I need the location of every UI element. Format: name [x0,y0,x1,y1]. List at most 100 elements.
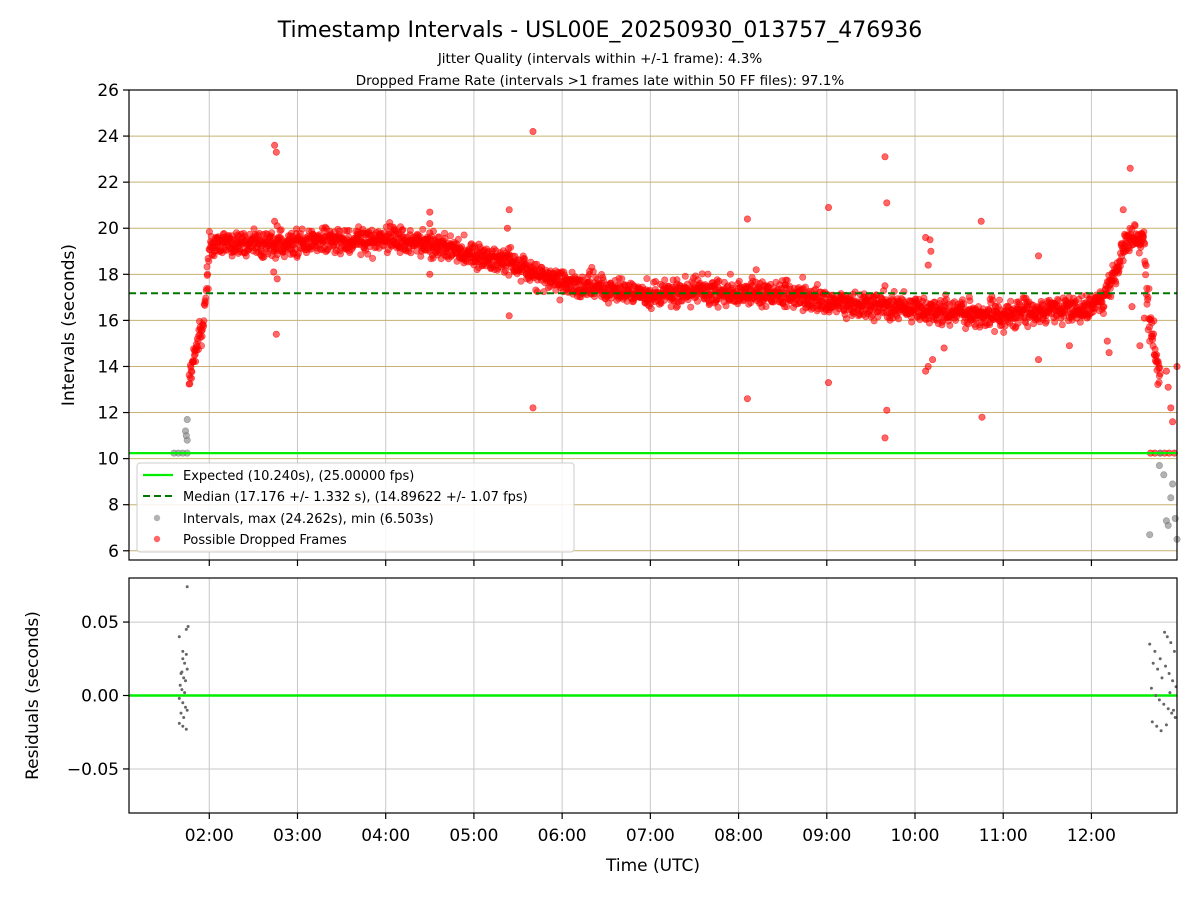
dropped-frame-point [978,413,986,421]
residual-point [1160,676,1164,680]
dropped-frame-point [1136,342,1144,350]
residual-point [185,667,189,671]
dropped-frame-point [991,327,999,335]
dropped-frame-point [505,206,513,214]
residual-point [184,727,188,731]
x-tick-label: 10:00 [891,826,940,846]
dropped-frame-point [1156,370,1164,378]
dropped-frame-point [460,231,468,239]
dropped-frame-point [204,270,212,278]
dropped-frame-point [1076,318,1084,326]
interval-point [1146,531,1154,539]
residual-point [1158,657,1162,661]
residual-point [181,724,185,728]
intervals-y-tick-label: 10 [97,450,119,470]
chart-subtitle-jitter: Jitter Quality (intervals within +/-1 fr… [437,51,763,67]
residual-point [1164,723,1168,727]
residual-point [180,688,184,692]
x-tick-label: 06:00 [538,826,587,846]
dropped-frame-point [1042,317,1050,325]
dropped-frame-point [205,257,213,265]
dropped-frame-point [345,227,353,235]
legend-swatch-dropped [153,535,161,543]
interval-point [1160,471,1168,479]
residual-point [1151,661,1155,665]
residual-point [1154,694,1158,697]
residual-point [1169,641,1173,645]
residual-point [183,661,187,665]
dropped-frame-point [250,225,258,233]
residual-point [184,627,188,631]
dropped-frame-point [1131,222,1139,230]
dropped-frame-point [801,283,809,291]
dropped-frame-point [507,243,515,251]
dropped-frame-point [273,275,281,283]
dropped-frame-point [1142,262,1150,270]
residual-point [180,670,184,674]
dropped-frame-point [454,235,462,243]
residual-point [185,585,189,589]
dropped-frame-point [419,225,427,233]
dropped-frame-point [842,315,850,323]
dropped-frame-point [942,295,950,303]
dropped-frame-point [643,275,651,283]
residual-point [177,696,181,700]
dropped-frame-point [1140,314,1148,322]
dropped-frame-point [202,294,210,302]
dropped-frame-point [1107,293,1115,301]
intervals-y-tick-label: 8 [108,496,119,516]
residuals-panel: −0.05 0.00 0.05 02:00 03:00 04:00 05:00 06:00 07… [23,577,1178,876]
dropped-frame-point [824,204,832,212]
dropped-frame-point [929,356,937,364]
residual-point [1162,702,1166,706]
residual-point [1150,720,1154,724]
dropped-frame-point [369,254,377,262]
legend-label-dropped: Possible Dropped Frames [183,533,347,548]
intervals-points [170,128,1181,543]
dropped-frame-point [1058,321,1066,329]
dropped-frame-point [783,303,791,311]
dropped-frame-point [192,357,200,365]
dropped-frame-point [446,232,454,240]
residual-point [177,721,181,725]
residual-point [1171,679,1175,683]
residual-point [1172,649,1176,653]
dropped-frame-point [1128,303,1136,311]
dropped-frame-point [1103,337,1111,345]
dropped-frame-point [198,342,206,350]
dropped-frame-point [426,220,434,228]
intervals-y-tick-label: 20 [97,219,119,239]
dropped-frame-point [406,227,414,235]
dropped-frame-point [1116,262,1124,270]
dropped-frame-point [735,277,743,285]
dropped-frame-point [407,249,415,257]
intervals-y-tick-label: 6 [108,542,119,562]
dropped-frame-point [752,266,760,274]
dropped-frame-point [426,270,434,278]
residual-point [184,652,188,656]
residual-point [1166,707,1170,711]
intervals-reference-lines [129,292,1177,455]
dropped-frame-point [995,296,1003,304]
residual-point [1153,649,1157,653]
intervals-y-axis-label: Intervals (seconds) [59,244,79,406]
dropped-frame-point [1140,228,1148,236]
dropped-frame-point [1035,252,1043,260]
residual-point [181,649,185,653]
residual-point [1170,711,1174,715]
residual-point [1155,724,1159,728]
intervals-panel: 6 8 10 12 14 16 18 20 22 24 26 Intervals (seconds)… [59,81,1181,566]
residual-point [1168,691,1172,695]
dropped-frame-point [298,225,306,233]
dropped-frame-point [704,270,712,278]
dropped-frame-point [960,300,968,308]
dropped-frame-point [1142,271,1150,279]
intervals-y-tick-label: 12 [97,404,119,424]
dropped-frame-point [693,297,701,305]
dropped-frame-point [556,296,564,304]
dropped-frame-point [1119,206,1127,214]
dropped-frame-point [743,215,751,223]
residual-point [1165,635,1169,639]
dropped-frame-point [1153,351,1161,359]
